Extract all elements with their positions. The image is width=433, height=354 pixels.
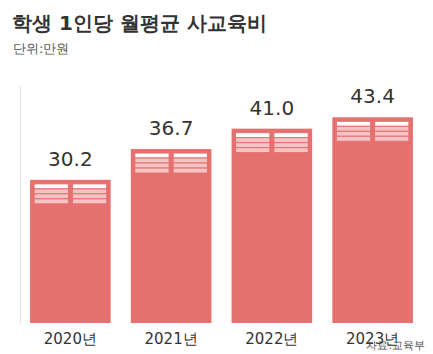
book-stack [236, 148, 270, 153]
book-stack [274, 148, 308, 153]
title: 학생 1인당 월평균 사교육비 [12, 11, 267, 35]
book-stack [135, 153, 169, 158]
x-tick: 2022년 [245, 330, 298, 348]
book-stack [72, 194, 106, 199]
bars [30, 117, 413, 323]
chart: 학생 1인당 월평균 사교육비단위:만원 30.2 36.7 41.0 43.4 2020… [0, 0, 433, 354]
bar [232, 129, 313, 323]
book-icon [336, 121, 409, 141]
bar [332, 117, 413, 323]
book-stack [336, 136, 370, 141]
book-stack [375, 121, 409, 126]
book-stack [34, 199, 68, 204]
x-tick: 2021년 [145, 330, 198, 348]
book-stack [375, 131, 409, 136]
book-stack [336, 131, 370, 136]
book-icon [135, 153, 208, 173]
book-stack [34, 184, 68, 189]
book-stack [72, 184, 106, 189]
book-stack [274, 143, 308, 148]
source: 자료:교육부 [366, 339, 425, 352]
x-tick-label: 2020년 [44, 330, 97, 348]
book-stack [135, 168, 169, 173]
book-stack [34, 194, 68, 199]
book-stack [173, 153, 207, 158]
book-stack [173, 168, 207, 173]
x-axis: 2020년2021년2022년2023년 [44, 330, 399, 348]
book-stack [236, 133, 270, 138]
book-stack [135, 163, 169, 168]
y-axis-line [20, 87, 21, 324]
book-stack [375, 126, 409, 131]
book-stack [34, 189, 68, 194]
x-tick-label: 2022년 [245, 330, 298, 348]
book-stack [375, 136, 409, 141]
data-label: 30.2 [48, 147, 93, 171]
y-axis [20, 87, 21, 324]
book-stack [173, 163, 207, 168]
book-stack [72, 189, 106, 194]
book-stack [135, 158, 169, 163]
bar [30, 180, 111, 323]
book-stack [274, 138, 308, 143]
x-tick-label: 2021년 [145, 330, 198, 348]
book-icon [34, 184, 107, 204]
book-stack [72, 199, 106, 204]
data-label: 36.7 [149, 116, 194, 140]
book-stack [274, 133, 308, 138]
x-tick: 2020년 [44, 330, 97, 348]
data-label: 43.4 [350, 84, 395, 108]
book-stack [336, 121, 370, 126]
bar [131, 149, 212, 323]
book-stack [236, 138, 270, 143]
book-stack [236, 143, 270, 148]
subtitle: 단위:만원 [13, 41, 69, 56]
data-label: 41.0 [250, 96, 295, 120]
book-icon [236, 133, 309, 153]
book-stack [336, 126, 370, 131]
book-stack [173, 158, 207, 163]
